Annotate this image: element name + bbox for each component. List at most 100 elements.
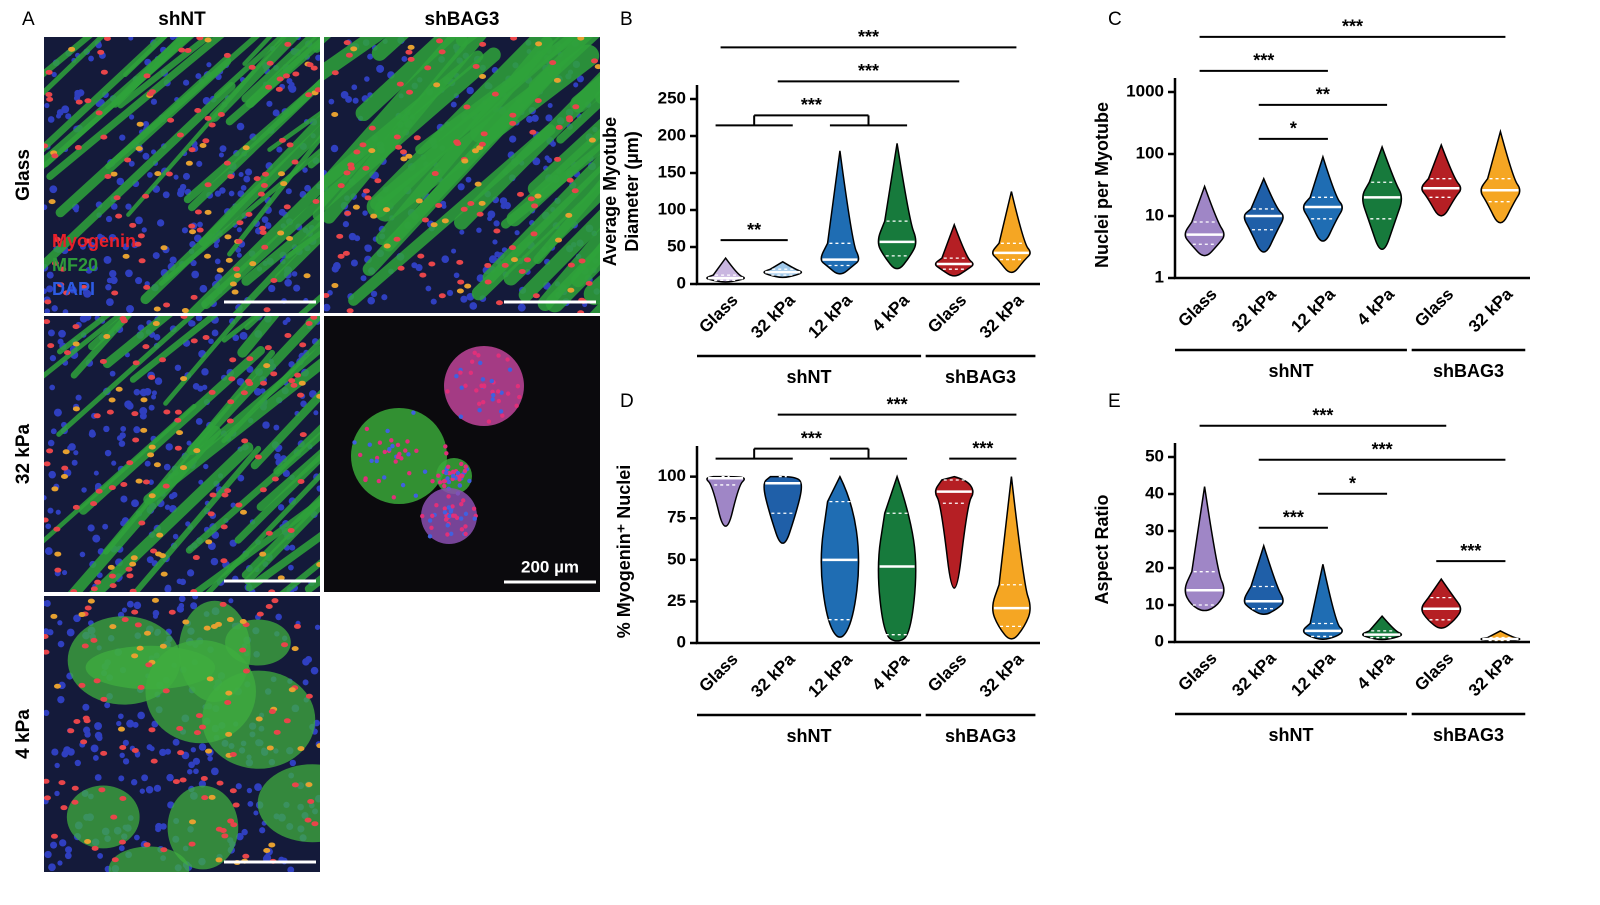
nucleus	[352, 204, 360, 210]
nucleus	[510, 257, 518, 263]
nucleus	[84, 838, 92, 844]
violin	[763, 260, 803, 279]
nucleus	[313, 410, 319, 416]
nucleus	[360, 275, 367, 282]
nucleus	[389, 438, 394, 443]
nucleus	[456, 288, 464, 294]
nucleus	[471, 506, 477, 511]
nucleus	[152, 321, 160, 327]
nucleus	[277, 504, 285, 511]
myotube	[186, 180, 320, 313]
nucleus	[236, 227, 242, 233]
nucleus	[211, 767, 219, 776]
significance-label: ***	[801, 95, 822, 115]
nucleus	[139, 407, 148, 416]
nucleus	[71, 785, 79, 791]
nucleus	[449, 531, 454, 537]
nucleus	[263, 853, 272, 862]
nucleus	[361, 192, 367, 198]
nucleus	[438, 49, 446, 55]
x-tick-label: 32 kPa	[1228, 648, 1280, 700]
nucleus	[57, 695, 65, 704]
nucleus	[120, 426, 127, 432]
nucleus	[65, 113, 72, 120]
y-tick-label: 10	[1145, 205, 1164, 224]
nucleus	[82, 703, 90, 711]
nucleus	[275, 86, 283, 92]
nucleus	[148, 444, 156, 450]
nucleus	[50, 428, 57, 435]
nucleus	[142, 120, 150, 128]
nucleus	[461, 158, 469, 164]
nucleus	[224, 234, 232, 240]
nucleus	[305, 693, 313, 699]
nucleus	[425, 285, 432, 292]
nucleus	[189, 229, 197, 235]
nucleus	[80, 284, 88, 290]
nucleus	[376, 64, 385, 73]
nucleus	[115, 213, 123, 219]
myotube	[273, 424, 320, 475]
nucleus	[137, 233, 145, 239]
myotube	[556, 96, 600, 144]
myotube	[324, 37, 468, 208]
nucleus	[456, 259, 464, 265]
nucleus	[458, 414, 464, 419]
nucleus	[87, 598, 95, 604]
nucleus	[75, 394, 82, 401]
nucleus	[346, 308, 354, 313]
nucleus	[278, 137, 286, 143]
nucleus	[457, 279, 465, 285]
nucleus	[54, 683, 62, 689]
nucleus	[218, 152, 224, 158]
nucleus	[109, 269, 117, 278]
nucleus	[118, 440, 126, 447]
nucleus	[215, 826, 223, 832]
nucleus	[190, 747, 196, 753]
nucleus	[516, 191, 524, 197]
nucleus	[151, 394, 157, 400]
nucleus	[571, 188, 579, 194]
myotube	[102, 349, 276, 555]
nucleus	[131, 609, 139, 615]
nucleus	[48, 863, 56, 872]
nucleus	[153, 462, 161, 468]
nucleus	[188, 147, 196, 153]
nucleus	[95, 488, 103, 494]
nucleus	[45, 92, 53, 98]
nucleus	[467, 201, 475, 207]
nucleus	[190, 338, 198, 344]
nucleus	[215, 857, 223, 863]
nucleus	[130, 555, 138, 561]
nucleus	[219, 187, 226, 194]
nucleus	[213, 243, 219, 249]
nucleus	[163, 463, 171, 471]
nucleus	[534, 98, 542, 104]
nucleus	[88, 55, 94, 62]
nucleus	[493, 228, 501, 234]
nucleus	[236, 252, 242, 258]
nucleus	[576, 75, 584, 83]
nucleus	[446, 479, 452, 485]
nucleus	[224, 488, 232, 494]
y-tick-label: 200	[658, 125, 686, 144]
nucleus	[259, 225, 267, 231]
nucleus	[331, 283, 339, 289]
nucleus	[566, 177, 574, 183]
nucleus	[167, 117, 175, 123]
myotube	[117, 37, 213, 109]
nucleus	[229, 357, 237, 363]
myotube	[167, 785, 239, 870]
nucleus	[60, 805, 68, 811]
nucleus	[178, 596, 186, 603]
nucleus	[44, 850, 52, 859]
nucleus	[362, 188, 370, 194]
nucleus	[62, 309, 69, 313]
nucleus	[47, 629, 54, 636]
nucleus	[382, 475, 387, 480]
panel-label: B	[620, 9, 633, 30]
nucleus	[509, 120, 517, 126]
nucleus	[193, 730, 201, 736]
nucleus	[205, 748, 213, 754]
